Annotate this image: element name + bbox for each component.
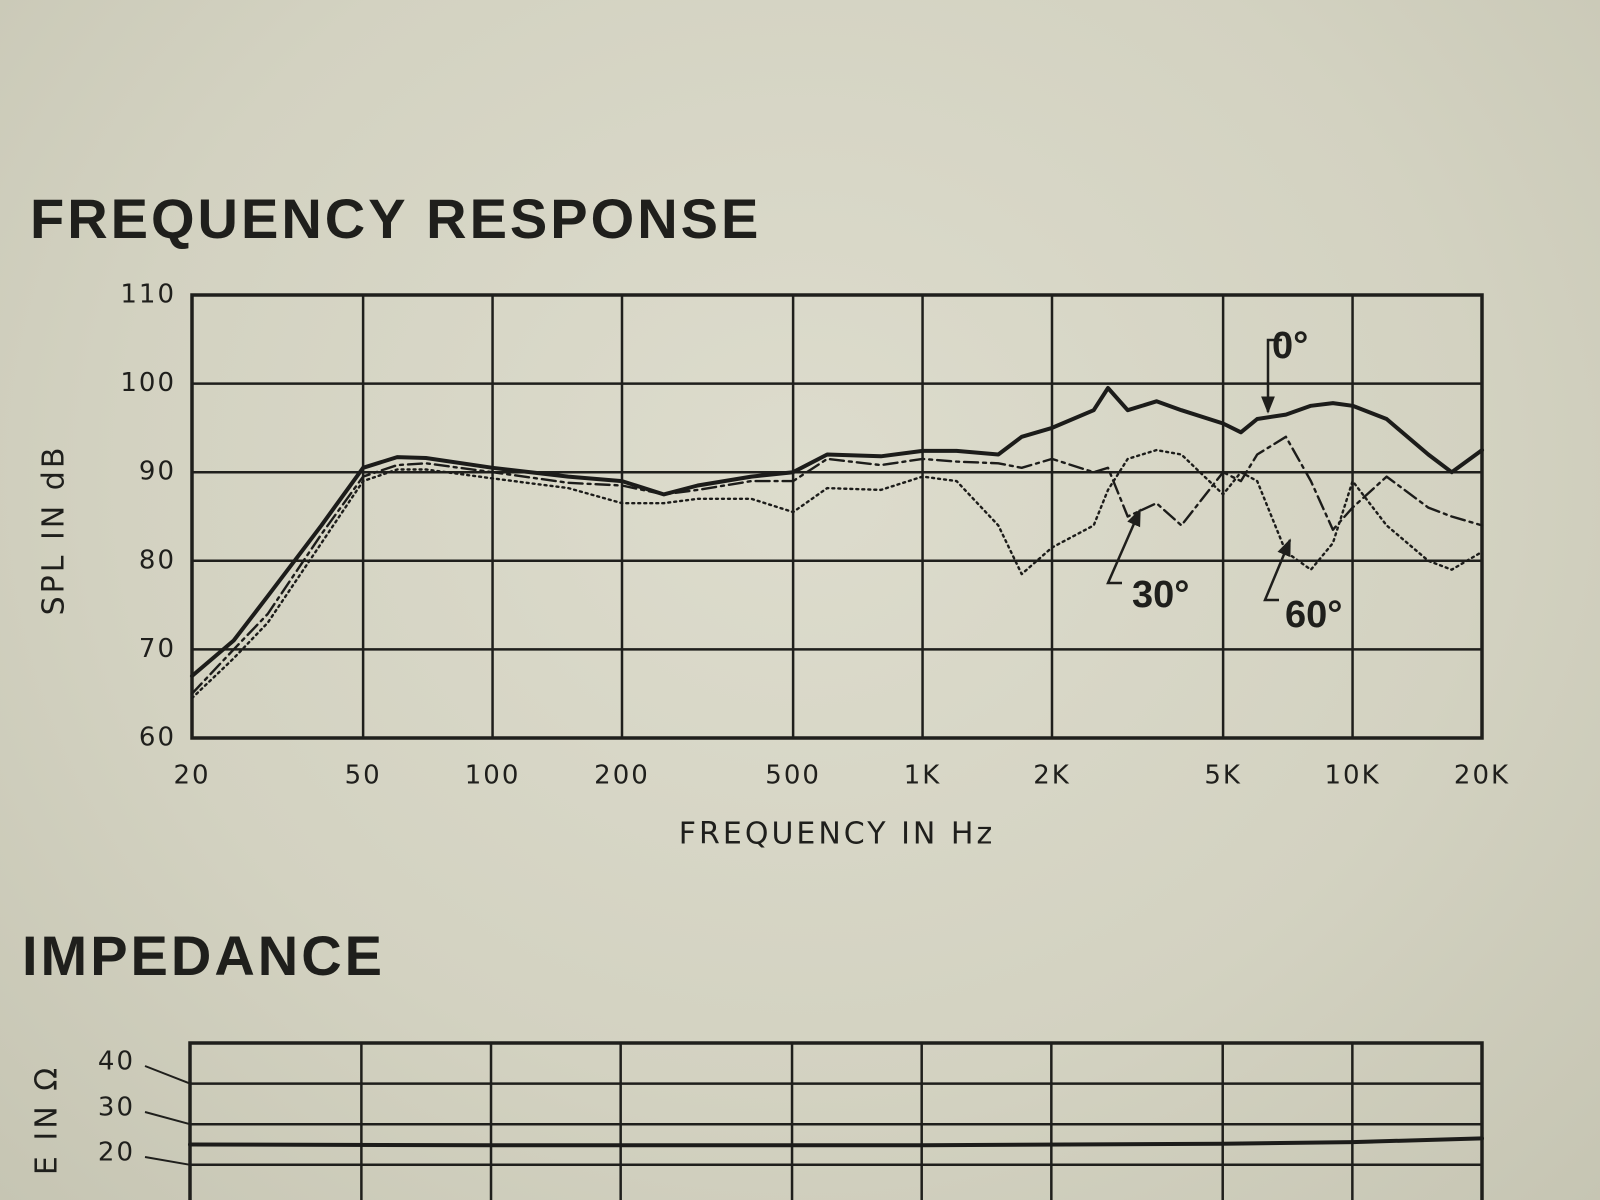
series-label: 30° [1132,574,1189,616]
annotation-arrow [1106,508,1142,585]
tick-leader [144,1156,191,1166]
annotation-arrow [1263,538,1292,602]
chart-title: IMPEDANCE [22,924,385,987]
y-tick-label: 20 [98,1138,135,1168]
y-axis-label: E IN Ω [30,1065,65,1175]
x-tick-label: 20K [1454,761,1510,791]
series-line [190,435,1484,695]
y-axis-label: SPL IN dB [37,445,72,616]
x-tick-label: 20 [173,761,210,791]
y-tick-label: 40 [98,1047,135,1077]
tick-leader [144,1111,191,1126]
y-tick-label: 30 [98,1093,135,1123]
x-tick-label: 1K [904,761,942,791]
series-line [190,386,1484,678]
x-tick-label: 10K [1324,761,1380,791]
series-line [188,1136,1484,1148]
x-tick-label: 5K [1204,761,1242,791]
y-tick-label: 90 [139,457,176,487]
series-label: 60° [1285,594,1342,636]
y-tick-label: 80 [139,545,176,575]
x-tick-label: 2K [1033,761,1071,791]
y-tick-label: 70 [139,634,176,664]
x-tick-label: 100 [465,761,521,791]
y-tick-label: 100 [120,368,176,398]
y-tick-label: 110 [120,280,176,310]
series-label: 0° [1272,325,1308,367]
x-tick-label: 500 [765,761,821,791]
x-axis-label: FREQUENCY IN Hz [679,817,995,852]
plot-frame [188,1041,1484,1200]
tick-leader [144,1065,191,1085]
y-tick-label: 60 [139,723,176,753]
x-tick-label: 50 [345,761,382,791]
plot-frame [190,293,1484,740]
x-tick-label: 200 [594,761,650,791]
annotation-arrow [1261,338,1282,414]
series-line [190,448,1484,700]
chart-title: FREQUENCY RESPONSE [30,187,761,250]
